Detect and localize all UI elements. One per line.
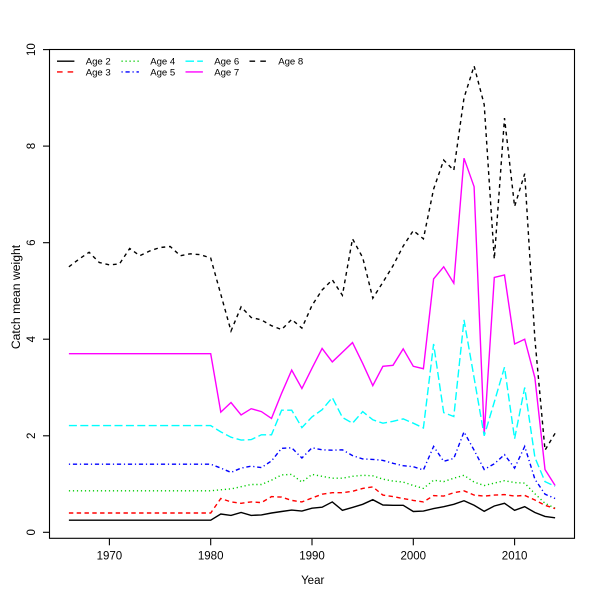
svg-text:2000: 2000 — [401, 551, 427, 563]
svg-text:6: 6 — [26, 239, 38, 245]
svg-text:Age 2: Age 2 — [86, 57, 111, 68]
svg-text:8: 8 — [26, 143, 38, 149]
svg-text:Age 3: Age 3 — [86, 67, 111, 78]
svg-text:Age 5: Age 5 — [150, 67, 175, 78]
svg-text:1980: 1980 — [198, 551, 224, 563]
svg-text:Age 8: Age 8 — [278, 57, 303, 68]
svg-text:Age 4: Age 4 — [150, 57, 176, 68]
svg-text:10: 10 — [26, 43, 38, 56]
svg-text:2010: 2010 — [502, 551, 528, 563]
svg-text:1990: 1990 — [299, 551, 325, 563]
svg-text:0: 0 — [26, 529, 38, 535]
svg-text:Year: Year — [301, 575, 324, 587]
svg-text:2: 2 — [26, 433, 38, 439]
svg-text:4: 4 — [26, 335, 38, 342]
svg-text:Catch mean weight: Catch mean weight — [9, 244, 23, 349]
svg-text:Age 6: Age 6 — [214, 57, 239, 68]
svg-text:1970: 1970 — [97, 551, 123, 563]
svg-text:Age 7: Age 7 — [214, 67, 239, 78]
